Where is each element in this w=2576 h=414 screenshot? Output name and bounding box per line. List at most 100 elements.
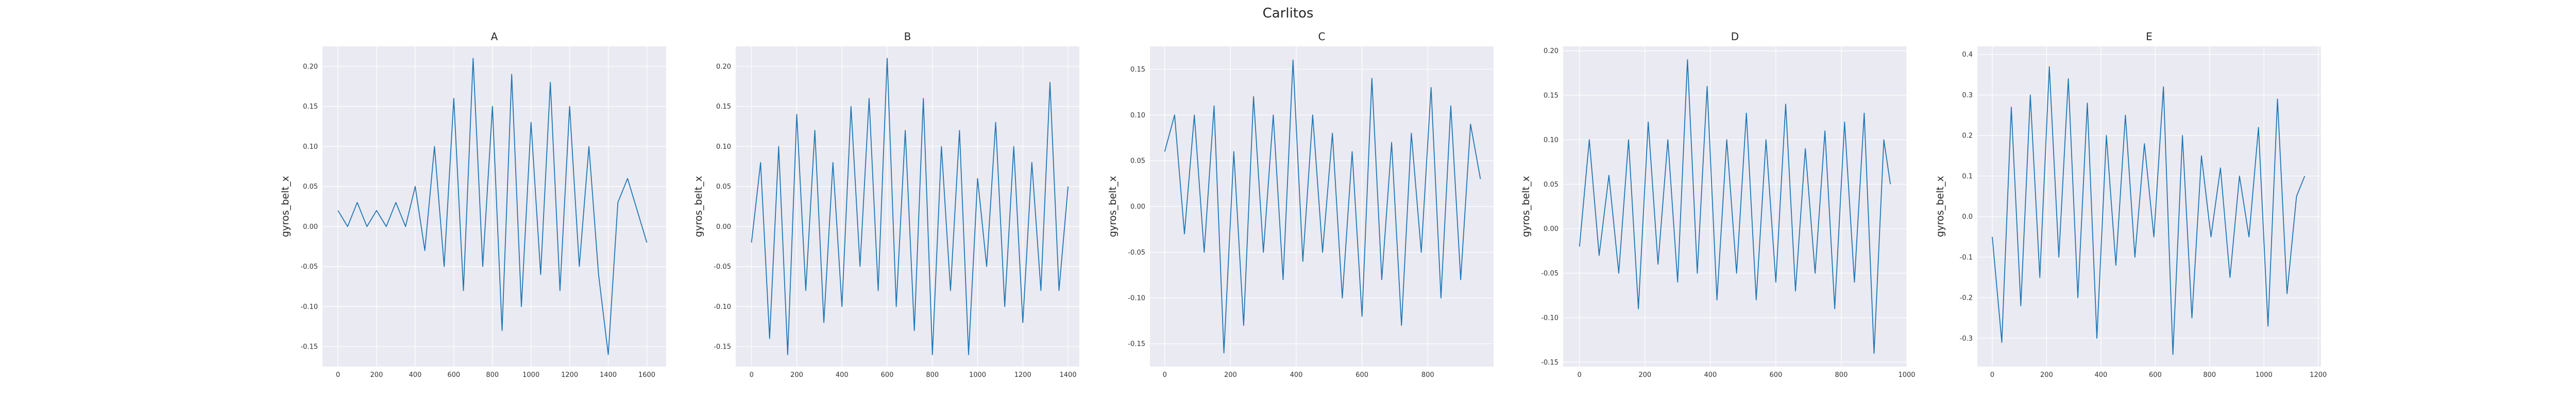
y-tick-label: -0.05: [300, 263, 318, 271]
y-tick-label: -0.10: [714, 303, 731, 311]
series-line-c: [1164, 59, 1481, 354]
plot-background: [1977, 46, 2321, 367]
x-tick-label: 400: [836, 371, 849, 379]
x-tick-label: 400: [1290, 371, 1303, 379]
y-tick-label: -0.10: [1128, 295, 1145, 302]
y-tick-label: 0.00: [1130, 203, 1145, 211]
series-line-b: [751, 58, 1069, 355]
y-axis-label: gyros_belt_x: [280, 176, 291, 237]
y-tick-label: 0.00: [1544, 226, 1558, 233]
y-tick-label: -0.10: [300, 303, 318, 311]
x-tick-label: 400: [2094, 371, 2107, 379]
y-axis-label: gyros_belt_x: [1935, 176, 1946, 237]
x-tick-label: 1600: [638, 371, 655, 379]
y-tick-label: 0.3: [1962, 92, 1973, 99]
y-tick-label: -0.05: [714, 263, 731, 271]
x-tick-label: 1200: [561, 371, 578, 379]
plot-background: [1563, 46, 1907, 367]
x-tick-label: 200: [1638, 371, 1651, 379]
y-tick-label: -0.15: [300, 343, 318, 351]
x-tick-label: 600: [447, 371, 460, 379]
x-tick-label: 600: [1769, 371, 1782, 379]
panel-title-e: E: [2146, 30, 2153, 43]
x-tick-label: 0: [336, 371, 340, 379]
y-tick-label: 0.10: [1544, 136, 1558, 144]
y-tick-label: -0.15: [714, 343, 731, 351]
y-tick-label: 0.05: [1130, 158, 1145, 165]
x-tick-label: 1400: [600, 371, 617, 379]
panel-title-c: C: [1318, 30, 1326, 43]
y-tick-label: 0.15: [1130, 66, 1145, 74]
x-tick-label: 600: [881, 371, 894, 379]
panel-a: 0 200 400 600 800 1000 1200 1400 1600 -0.15 -0.10 -…: [280, 30, 666, 379]
panel-title-b: B: [904, 30, 911, 43]
x-tick-label: 800: [2203, 371, 2216, 379]
y-tick-label: 0.4: [1962, 51, 1973, 59]
x-tick-label: 800: [1835, 371, 1848, 379]
x-tick-label: 800: [926, 371, 939, 379]
y-tick-label: 0.15: [716, 103, 731, 111]
x-tick-label: 200: [370, 371, 383, 379]
y-axis-label: gyros_belt_x: [693, 176, 704, 237]
x-tick-label: 0: [750, 371, 754, 379]
y-tick-label: -0.15: [1128, 340, 1145, 348]
y-tick-label: 0.20: [1544, 47, 1558, 55]
x-tick-label: 200: [2040, 371, 2053, 379]
x-tick-label: 0: [1990, 371, 1994, 379]
y-tick-label: 0.00: [716, 223, 731, 231]
plot-background: [736, 46, 1079, 367]
y-tick-label: -0.05: [1128, 249, 1145, 256]
x-tick-label: 600: [2149, 371, 2162, 379]
y-tick-label: -0.15: [1541, 359, 1558, 367]
y-tick-label: 0.20: [716, 63, 731, 71]
y-tick-label: 0.00: [303, 223, 318, 231]
x-tick-label: 0: [1163, 371, 1167, 379]
x-tick-label: 600: [1355, 371, 1368, 379]
y-tick-label: 0.2: [1962, 132, 1973, 140]
y-tick-label: 0.1: [1962, 173, 1973, 180]
y-axis-label: gyros_belt_x: [1107, 176, 1118, 237]
x-tick-label: 200: [790, 371, 803, 379]
series-line-e: [1992, 66, 2306, 355]
series-line-a: [337, 58, 648, 355]
x-tick-label: 1000: [1898, 371, 1915, 379]
y-axis-label: gyros_belt_x: [1520, 176, 1532, 237]
y-tick-label: 0.15: [303, 103, 318, 111]
y-tick-label: 0.05: [716, 183, 731, 191]
x-tick-label: 1000: [522, 371, 539, 379]
x-tick-label: 200: [1224, 371, 1237, 379]
x-tick-label: 1200: [1014, 371, 1031, 379]
panel-e: 0 200 400 600 800 1000 1200 -0.3 -0.2 -0.1 0.0 0.1 0…: [1935, 30, 2327, 379]
series-line-d: [1579, 59, 1891, 354]
x-tick-label: 1000: [2256, 371, 2273, 379]
x-tick-label: 1000: [969, 371, 986, 379]
y-tick-label: -0.10: [1541, 314, 1558, 322]
panel-c: 0 200 400 600 800 -0.15 -0.10 -0.05 0.00 0.05 0.10…: [1107, 30, 1494, 379]
x-tick-label: 800: [486, 371, 499, 379]
y-tick-label: -0.1: [1960, 254, 1973, 262]
y-tick-label: -0.05: [1541, 270, 1558, 278]
y-tick-label: 0.05: [303, 183, 318, 191]
y-tick-label: -0.3: [1960, 335, 1973, 342]
x-tick-label: 1200: [2310, 371, 2327, 379]
panel-title-a: A: [491, 30, 498, 43]
y-tick-label: 0.10: [303, 143, 318, 151]
y-tick-label: 0.10: [1130, 112, 1145, 119]
x-tick-label: 400: [1704, 371, 1717, 379]
y-tick-label: 0.15: [1544, 92, 1558, 100]
panel-d: 0 200 400 600 800 1000 -0.15 -0.10 -0.05 0.00 0.05…: [1520, 30, 1916, 379]
y-tick-label: 0.20: [303, 63, 318, 71]
x-tick-label: 1400: [1060, 371, 1077, 379]
x-tick-label: 0: [1578, 371, 1582, 379]
panel-title-d: D: [1731, 30, 1739, 43]
x-tick-label: 800: [1421, 371, 1434, 379]
x-tick-label: 400: [409, 371, 421, 379]
y-tick-label: 0.05: [1544, 181, 1558, 188]
panel-b: 0 200 400 600 800 1000 1200 1400 -0.15 -0.10 -0.05…: [693, 30, 1079, 379]
y-tick-label: 0.0: [1962, 213, 1973, 221]
y-tick-label: 0.10: [716, 143, 731, 151]
figure-suptitle: Carlitos: [1263, 6, 1314, 21]
plot-background: [323, 46, 666, 367]
